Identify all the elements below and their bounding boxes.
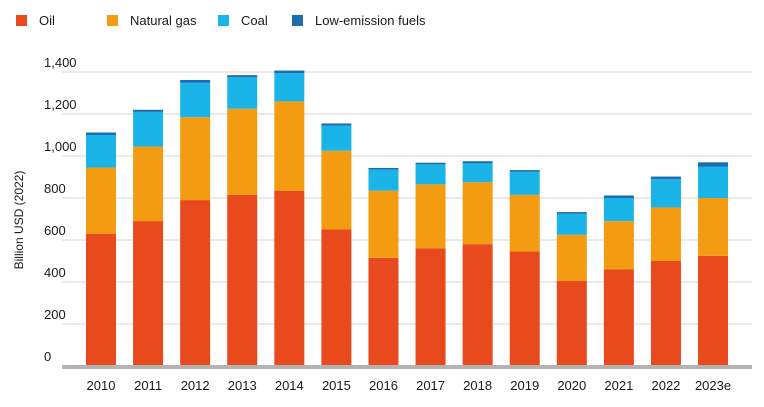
bar-oil-2022: [650, 261, 681, 366]
legend-swatch-coal: [218, 15, 229, 26]
bar-oil-2019: [509, 251, 540, 366]
bar-oil-2018: [462, 244, 493, 366]
bar-natural-gas-2019: [509, 194, 540, 252]
y-tick-label-0: 0: [44, 349, 51, 364]
x-axis-baseline: [62, 365, 752, 369]
bar-coal-2017: [415, 164, 446, 185]
bar-coal-2020: [556, 213, 587, 235]
bar-coal-2015: [321, 125, 352, 151]
legend-label-low-emission-fuels: Low-emission fuels: [315, 13, 426, 28]
gridlines: [62, 71, 752, 325]
bar-coal-2016: [368, 169, 399, 191]
x-axis-tick-labels: 2010 2011 2012 2013 2014 2015 2016 2017 2018 2019…: [87, 378, 732, 393]
legend-label-natural-gas: Natural gas: [130, 13, 197, 28]
y-tick-label-400: 400: [44, 265, 66, 280]
bar-natural-gas-2010: [86, 167, 116, 234]
y-tick-label-200: 200: [44, 307, 66, 322]
x-tick-label-2016: 2016: [369, 378, 398, 393]
bar-coal-2021: [603, 198, 634, 222]
bar-natural-gas-2022: [650, 207, 681, 261]
bar-oil-2017: [415, 248, 446, 366]
x-tick-label-2012: 2012: [181, 378, 210, 393]
bar-natural-gas-2012: [180, 117, 211, 201]
bar-oil-2010: [86, 233, 116, 366]
bar-natural-gas-2020: [556, 234, 587, 281]
bar-oil-2011: [133, 221, 164, 366]
x-tick-label-2023e: 2023e: [695, 378, 731, 393]
bar-oil-2012: [180, 200, 211, 366]
bar-low-emission-fuels-2014: [274, 70, 305, 74]
y-axis-title: Billion USD (2022): [12, 171, 26, 270]
bar-low-emission-fuels-2010: [86, 132, 116, 135]
legend-label-oil: Oil: [39, 13, 55, 28]
x-tick-label-2021: 2021: [604, 378, 633, 393]
x-tick-label-2010: 2010: [87, 378, 116, 393]
bar-low-emission-fuels-2016: [368, 167, 399, 170]
x-axis-line: [62, 365, 752, 369]
bar-low-emission-fuels-2019: [509, 170, 540, 172]
bar-natural-gas-2016: [368, 190, 399, 258]
bar-low-emission-fuels-2012: [180, 79, 211, 83]
x-tick-label-2013: 2013: [228, 378, 257, 393]
bar-natural-gas-2015: [321, 150, 352, 230]
y-tick-label-1000: 1,000: [44, 139, 77, 154]
x-tick-label-2020: 2020: [557, 378, 586, 393]
bar-coal-2022: [650, 179, 681, 208]
bar-natural-gas-2018: [462, 182, 493, 245]
bar-low-emission-fuels-2020: [556, 212, 587, 214]
bar-coal-2012: [180, 82, 211, 118]
bar-low-emission-fuels-2023e: [698, 162, 729, 167]
y-tick-label-600: 600: [44, 223, 66, 238]
x-tick-label-2022: 2022: [651, 378, 680, 393]
legend-swatch-low-emission-fuels: [292, 15, 303, 26]
bar-coal-2013: [227, 77, 258, 109]
bar-natural-gas-2011: [133, 146, 164, 222]
bar-low-emission-fuels-2011: [133, 109, 164, 112]
y-axis-tick-labels: 0 200 400 600 800 1,000 1,200 1,400: [44, 55, 77, 364]
bar-oil-2023e: [698, 255, 729, 366]
bars: [86, 70, 729, 366]
x-tick-label-2018: 2018: [463, 378, 492, 393]
legend-swatch-oil: [16, 15, 27, 26]
y-tick-label-1200: 1,200: [44, 97, 77, 112]
bar-coal-2019: [509, 171, 540, 195]
bar-oil-2015: [321, 229, 352, 366]
x-tick-label-2015: 2015: [322, 378, 351, 393]
bar-natural-gas-2017: [415, 184, 446, 249]
bar-oil-2021: [603, 269, 634, 366]
bar-low-emission-fuels-2013: [227, 75, 258, 78]
x-tick-label-2011: 2011: [134, 378, 162, 393]
bar-low-emission-fuels-2021: [603, 195, 634, 198]
bar-low-emission-fuels-2017: [415, 162, 446, 165]
x-tick-label-2017: 2017: [416, 378, 445, 393]
x-tick-label-2019: 2019: [510, 378, 539, 393]
bar-oil-2020: [556, 280, 587, 366]
bar-natural-gas-2021: [603, 221, 634, 270]
bar-oil-2014: [274, 190, 305, 366]
bar-oil-2013: [227, 194, 258, 366]
bar-coal-2018: [462, 163, 493, 183]
legend-label-coal: Coal: [241, 13, 268, 28]
bar-low-emission-fuels-2018: [462, 161, 493, 164]
legend: Oil Natural gas Coal Low-emission fuels: [16, 13, 426, 28]
bar-low-emission-fuels-2022: [650, 176, 681, 180]
bar-coal-2023e: [698, 166, 729, 198]
x-tick-label-2014: 2014: [275, 378, 304, 393]
bar-low-emission-fuels-2015: [321, 123, 352, 126]
bar-oil-2016: [368, 257, 399, 366]
bar-natural-gas-2023e: [698, 198, 729, 256]
legend-swatch-natural-gas: [107, 15, 118, 26]
y-tick-label-1400: 1,400: [44, 55, 77, 70]
bar-coal-2010: [86, 135, 116, 168]
bar-coal-2011: [133, 111, 164, 147]
bar-natural-gas-2014: [274, 101, 305, 191]
bar-natural-gas-2013: [227, 108, 258, 195]
y-tick-label-800: 800: [44, 181, 66, 196]
bar-coal-2014: [274, 73, 305, 102]
